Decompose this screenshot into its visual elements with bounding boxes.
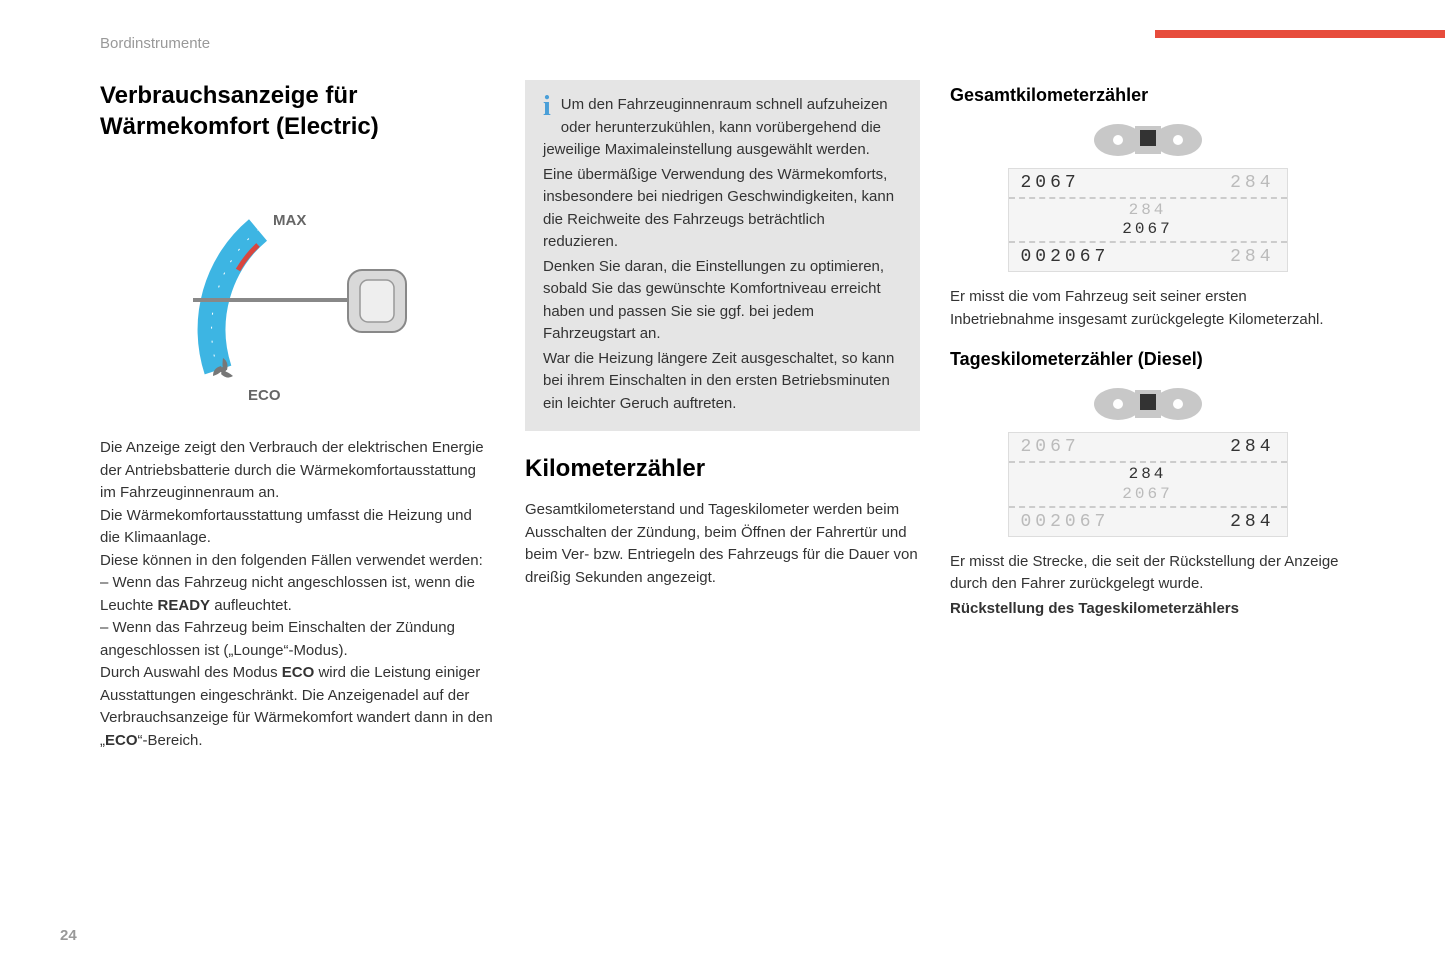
gauge-eco-label: ECO <box>248 387 281 404</box>
paragraph: Gesamtkilometerstand und Tageskilometer … <box>525 499 920 589</box>
gauge-figure: MAX ECO <box>100 170 495 415</box>
info-paragraph: Eine übermäßige Verwendung des Wärmekomf… <box>543 164 902 254</box>
odometer-value: 284 <box>1230 512 1274 532</box>
text-bold: ECO <box>105 732 138 749</box>
odometer-value: 284 <box>1129 465 1167 484</box>
paragraph: Rückstellung des Tageskilometerzählers <box>950 598 1345 621</box>
odometer-value: 002067 <box>1021 247 1110 267</box>
text: Durch Auswahl des Modus <box>100 664 282 681</box>
odometer-figure-total: 2067 284 284 2067 002067 284 <box>1008 118 1288 272</box>
odometer-value-dim: 002067 <box>1021 512 1110 532</box>
info-paragraph: War die Heizung längere Zeit ausgeschalt… <box>543 348 902 416</box>
odometer-display: 2067 284 284 2067 002067 284 <box>1008 432 1288 536</box>
paragraph: Er misst die vom Fahrzeug seit seiner er… <box>950 286 1345 331</box>
content-area: Verbrauchsanzeige für Wärmekomfort (Elec… <box>100 80 1345 752</box>
odometer-value: 2067 <box>1122 220 1172 239</box>
page-number: 24 <box>60 927 77 944</box>
odometer-row: 002067 284 <box>1009 243 1287 271</box>
column-2: i Um den Fahrzeuginnenraum schnell aufzu… <box>525 80 920 752</box>
text: aufleuchtet. <box>210 597 292 614</box>
breadcrumb: Bordinstrumente <box>100 35 210 52</box>
info-icon: i <box>543 94 551 119</box>
info-paragraph: Denken Sie daran, die Einstellungen zu o… <box>543 256 902 346</box>
gauge-needle <box>193 298 363 302</box>
subsection-heading: Gesamtkilometerzähler <box>950 85 1345 106</box>
header-accent-bar <box>1155 30 1445 38</box>
section-heading: Verbrauchsanzeige für Wärmekomfort (Elec… <box>100 80 495 142</box>
odometer-row: 284 2067 <box>1009 199 1287 243</box>
odometer-row: 2067 284 <box>1009 433 1287 463</box>
column-3: Gesamtkilometerzähler 2067 284 2 <box>950 80 1345 752</box>
gauge-max-label: MAX <box>273 212 306 229</box>
consumption-gauge-icon: MAX ECO <box>168 170 428 410</box>
paragraph: Er misst die Strecke, die seit der Rücks… <box>950 551 1345 596</box>
list-item: – Wenn das Fahrzeug beim Einschalten der… <box>100 617 495 662</box>
odometer-value: 2067 <box>1021 173 1080 193</box>
odometer-display: 2067 284 284 2067 002067 284 <box>1008 168 1288 272</box>
text: “-Bereich. <box>138 732 203 749</box>
odometer-value: 284 <box>1230 437 1274 457</box>
odometer-value-dim: 284 <box>1230 173 1274 193</box>
instrument-cluster-icon <box>1008 382 1288 426</box>
text-bold: READY <box>158 597 211 614</box>
paragraph: Diese können in den folgenden Fällen ver… <box>100 550 495 573</box>
odometer-value-dim: 2067 <box>1122 485 1172 504</box>
odometer-row: 2067 284 <box>1009 169 1287 199</box>
column-1: Verbrauchsanzeige für Wärmekomfort (Elec… <box>100 80 495 752</box>
paragraph: Die Wärmekomfortausstattung umfasst die … <box>100 505 495 550</box>
text-bold: ECO <box>282 664 315 681</box>
info-paragraph: Um den Fahrzeuginnenraum schnell aufzuhe… <box>543 94 902 162</box>
odometer-value-dim: 2067 <box>1021 437 1080 457</box>
list-item: – Wenn das Fahrzeug nicht angeschlossen … <box>100 572 495 617</box>
text-bold: Rückstellung des Tageskilometerzählers <box>950 600 1239 617</box>
section-heading: Kilometerzähler <box>525 453 920 484</box>
info-box: i Um den Fahrzeuginnenraum schnell aufzu… <box>525 80 920 431</box>
instrument-cluster-icon <box>1008 118 1288 162</box>
paragraph: Durch Auswahl des Modus ECO wird die Lei… <box>100 662 495 752</box>
paragraph: Die Anzeige zeigt den Verbrauch der elek… <box>100 437 495 505</box>
subsection-heading: Tageskilometerzähler (Diesel) <box>950 349 1345 370</box>
odometer-value-dim: 284 <box>1129 201 1167 220</box>
odometer-value-dim: 284 <box>1230 247 1274 267</box>
odometer-row: 284 2067 <box>1009 463 1287 507</box>
odometer-row: 002067 284 <box>1009 508 1287 536</box>
body-text: Die Anzeige zeigt den Verbrauch der elek… <box>100 437 495 752</box>
odometer-figure-trip: 2067 284 284 2067 002067 284 <box>1008 382 1288 536</box>
